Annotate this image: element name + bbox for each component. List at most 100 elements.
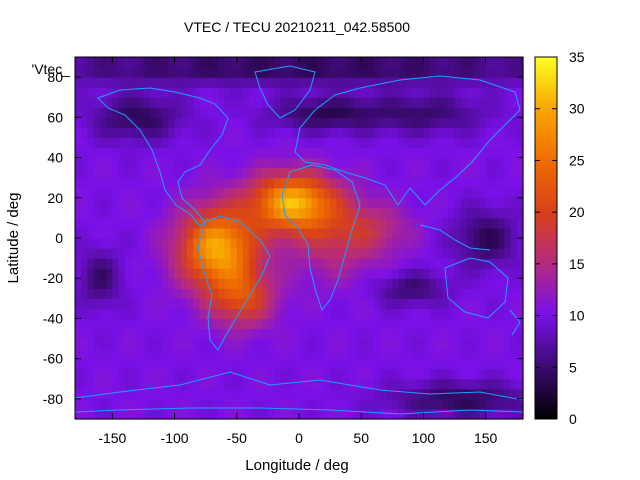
heatmap-cell xyxy=(373,147,381,159)
heatmap-cell xyxy=(112,278,120,289)
heatmap-cell xyxy=(236,117,244,128)
heatmap-cell xyxy=(280,197,288,209)
heatmap-cell xyxy=(323,57,331,68)
heatmap-cell xyxy=(367,338,375,350)
heatmap-cell xyxy=(193,368,201,380)
heatmap-cell xyxy=(155,388,163,400)
heatmap-cell xyxy=(81,117,89,128)
heatmap-cell xyxy=(348,97,356,108)
heatmap-cell xyxy=(180,187,188,199)
heatmap-cell xyxy=(305,348,313,360)
heatmap-cell xyxy=(224,248,232,259)
heatmap-cell xyxy=(442,238,449,249)
heatmap-cell xyxy=(323,388,331,400)
heatmap-cell xyxy=(460,388,468,400)
heatmap-cell xyxy=(137,368,145,380)
heatmap-cell xyxy=(411,57,418,68)
heatmap-cell xyxy=(106,318,113,330)
heatmap-cell xyxy=(218,77,225,88)
heatmap-cell xyxy=(255,227,263,239)
heatmap-cell xyxy=(398,107,406,118)
heatmap-cell xyxy=(442,258,449,269)
heatmap-cell xyxy=(106,368,113,380)
heatmap-cell xyxy=(174,217,182,229)
heatmap-cell xyxy=(448,137,456,149)
heatmap-cell xyxy=(460,167,468,179)
heatmap-cell xyxy=(498,67,505,78)
heatmap-cell xyxy=(336,97,344,108)
heatmap-cell xyxy=(118,308,126,320)
heatmap-cell xyxy=(454,298,462,309)
heatmap-cell xyxy=(131,217,138,229)
heatmap-cell xyxy=(379,368,387,380)
heatmap-cell xyxy=(504,67,512,78)
heatmap-cell xyxy=(336,278,344,289)
x-tick-label: -100 xyxy=(161,430,189,446)
heatmap-cell xyxy=(118,97,126,108)
heatmap-cell xyxy=(435,127,443,139)
heatmap-cell xyxy=(255,258,263,269)
heatmap-cell xyxy=(379,97,387,108)
heatmap-cell xyxy=(460,107,468,118)
heatmap-cell xyxy=(81,67,89,78)
heatmap-cell xyxy=(454,248,462,259)
heatmap-cell xyxy=(280,167,288,179)
heatmap-cell xyxy=(423,248,431,259)
heatmap-cell xyxy=(131,87,138,98)
heatmap-cell xyxy=(311,398,319,410)
heatmap-cell xyxy=(398,348,406,360)
heatmap-cell xyxy=(323,117,331,128)
heatmap-cell xyxy=(75,328,82,340)
heatmap-cell xyxy=(379,388,387,400)
heatmap-cell xyxy=(510,157,518,169)
heatmap-cell xyxy=(423,308,431,320)
heatmap-cell xyxy=(174,197,182,209)
heatmap-cell xyxy=(211,338,219,350)
heatmap-cell xyxy=(187,97,194,108)
heatmap-cell xyxy=(255,328,263,340)
heatmap-cell xyxy=(131,388,138,400)
heatmap-cell xyxy=(367,167,375,179)
heatmap-cell xyxy=(491,278,499,289)
heatmap-cell xyxy=(454,177,462,189)
heatmap-cell xyxy=(516,378,524,390)
heatmap-cell xyxy=(75,318,82,330)
heatmap-cell xyxy=(348,318,356,330)
heatmap-cell xyxy=(218,388,225,400)
heatmap-cell xyxy=(311,127,319,139)
heatmap-cell xyxy=(93,147,101,159)
heatmap-cell xyxy=(311,57,319,68)
heatmap-cell xyxy=(224,368,232,380)
heatmap-cell xyxy=(429,368,437,380)
heatmap-cell xyxy=(317,338,325,350)
heatmap-cell xyxy=(75,197,82,209)
heatmap-cell xyxy=(386,167,393,179)
heatmap-cell xyxy=(491,238,499,249)
heatmap-cell xyxy=(124,77,132,88)
heatmap-cell xyxy=(118,197,126,209)
heatmap-cell xyxy=(230,177,238,189)
heatmap-cell xyxy=(187,248,194,259)
heatmap-cell xyxy=(479,358,487,370)
heatmap-cell xyxy=(510,238,518,249)
heatmap-cell xyxy=(317,57,325,68)
heatmap-cell xyxy=(168,97,176,108)
heatmap-cell xyxy=(454,127,462,139)
heatmap-cell xyxy=(504,77,512,88)
heatmap-cell xyxy=(106,338,113,350)
heatmap-cell xyxy=(137,308,145,320)
heatmap-cell xyxy=(448,388,456,400)
heatmap-cell xyxy=(93,117,101,128)
heatmap-cell xyxy=(342,157,350,169)
heatmap-cell xyxy=(149,187,157,199)
heatmap-cell xyxy=(280,137,288,149)
heatmap-cell xyxy=(187,187,194,199)
heatmap-cell xyxy=(149,378,157,390)
heatmap-cell xyxy=(155,87,163,98)
heatmap-cell xyxy=(336,328,344,340)
heatmap-cell xyxy=(429,408,437,420)
heatmap-cell xyxy=(93,57,101,68)
heatmap-cell xyxy=(143,238,151,249)
heatmap-cell xyxy=(392,97,400,108)
heatmap-cell xyxy=(460,127,468,139)
